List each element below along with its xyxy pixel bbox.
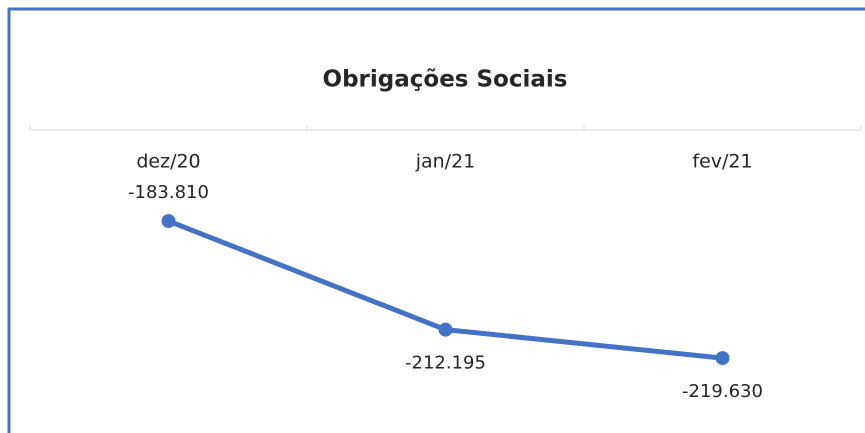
data-label: -219.630 xyxy=(682,381,763,402)
marker xyxy=(438,322,453,337)
line xyxy=(167,218,723,361)
x-tick-label: dez/20 xyxy=(136,151,200,173)
marker xyxy=(715,351,730,366)
marker xyxy=(161,214,176,229)
x-tick-label: fev/21 xyxy=(692,151,752,173)
data-label: -183.810 xyxy=(128,182,209,203)
data-label: -212.195 xyxy=(405,353,486,374)
chart-title: Obrigações Sociais xyxy=(323,67,568,93)
x-tick-label: jan/21 xyxy=(415,151,476,173)
